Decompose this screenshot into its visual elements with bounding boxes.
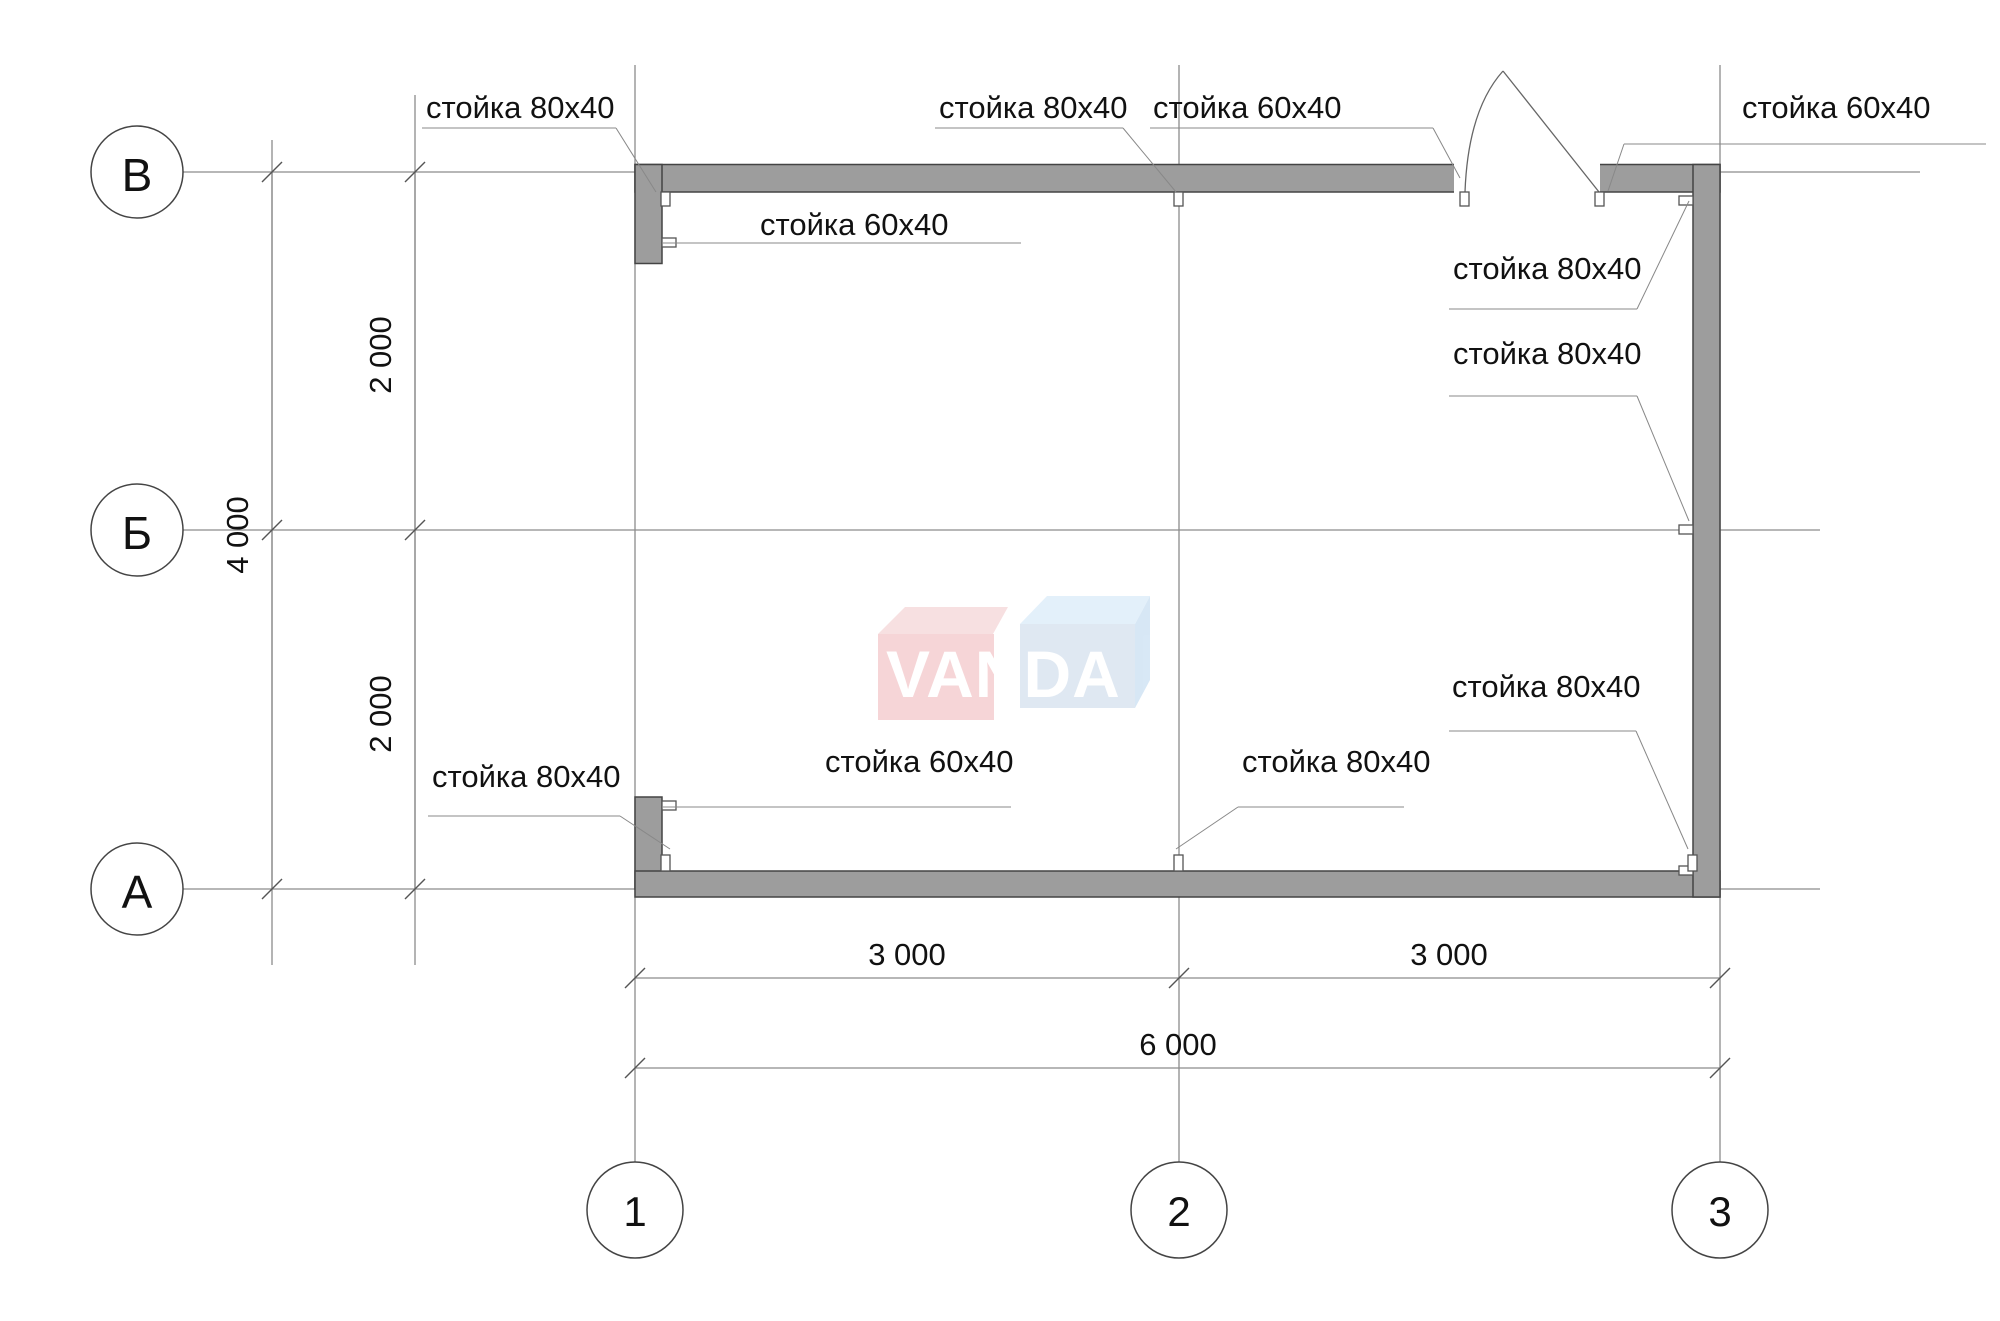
svg-text:стойка 80х40: стойка 80х40 (939, 90, 1127, 125)
svg-text:4 000: 4 000 (220, 496, 255, 574)
svg-text:стойка 60х40: стойка 60х40 (1742, 90, 1930, 125)
svg-text:стойка 80х40: стойка 80х40 (1242, 744, 1430, 779)
svg-text:3 000: 3 000 (1410, 937, 1488, 972)
svg-text:стойка 60х40: стойка 60х40 (1153, 90, 1341, 125)
svg-text:стойка 80х40: стойка 80х40 (1452, 669, 1640, 704)
svg-text:стойка 60х40: стойка 60х40 (760, 207, 948, 242)
svg-text:стойка 80х40: стойка 80х40 (1453, 251, 1641, 286)
svg-text:1: 1 (623, 1188, 646, 1235)
svg-text:Б: Б (122, 507, 152, 559)
svg-text:2 000: 2 000 (363, 316, 398, 394)
svg-text:В: В (122, 149, 153, 201)
svg-text:6 000: 6 000 (1139, 1027, 1217, 1062)
svg-text:стойка 60х40: стойка 60х40 (825, 744, 1013, 779)
svg-text:3 000: 3 000 (868, 937, 946, 972)
svg-text:А: А (122, 866, 153, 918)
svg-text:стойка 80х40: стойка 80х40 (1453, 336, 1641, 371)
svg-text:2 000: 2 000 (363, 675, 398, 753)
svg-text:3: 3 (1708, 1188, 1731, 1235)
svg-text:стойка 80х40: стойка 80х40 (426, 90, 614, 125)
svg-text:2: 2 (1167, 1188, 1190, 1235)
svg-text:VANDA: VANDA (886, 637, 1121, 711)
svg-text:стойка 80х40: стойка 80х40 (432, 759, 620, 794)
